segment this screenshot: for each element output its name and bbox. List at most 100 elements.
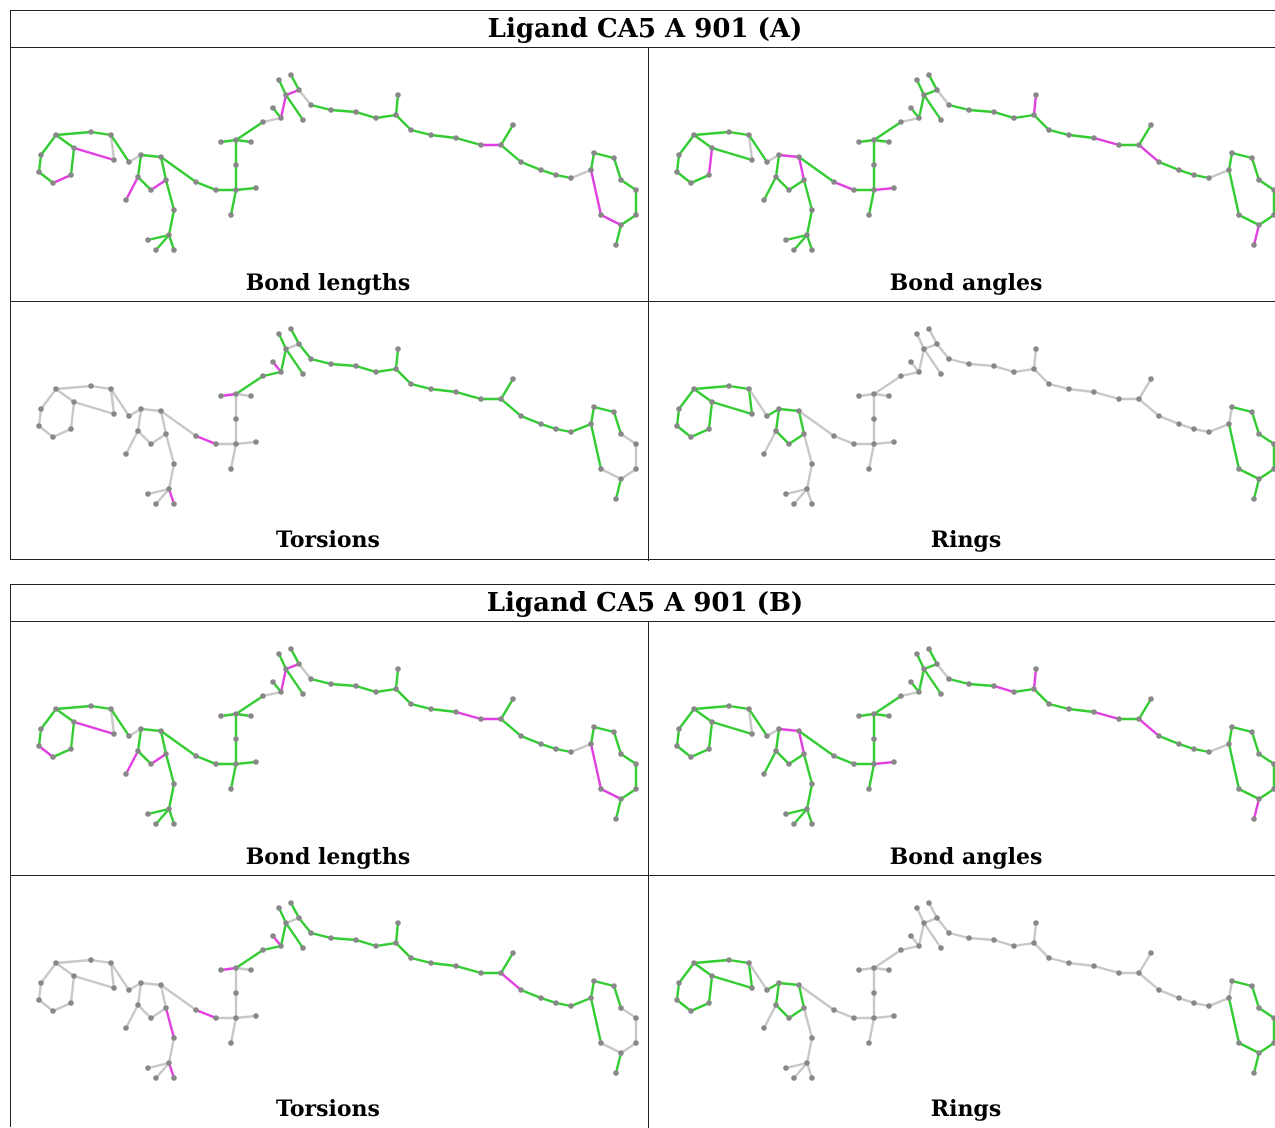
atom (288, 900, 294, 906)
atom (908, 933, 914, 939)
bond (947, 931, 971, 940)
atom (478, 142, 484, 148)
bond (947, 103, 971, 112)
block-title: Ligand CA5 A 901 (A) (11, 11, 1275, 48)
atom (1271, 441, 1275, 447)
bond (935, 916, 951, 935)
atom (1256, 431, 1262, 437)
atom (633, 786, 639, 792)
atom (764, 733, 770, 739)
atom (831, 1007, 837, 1013)
atom (233, 162, 239, 168)
bond (612, 730, 623, 756)
atom (71, 145, 77, 151)
bond (136, 749, 153, 766)
atom (1229, 978, 1235, 984)
atom (764, 987, 770, 993)
atom (898, 119, 904, 125)
bond (592, 725, 616, 734)
atom (921, 920, 927, 926)
atom (478, 716, 484, 722)
bond (519, 160, 543, 172)
bond (805, 1036, 814, 1065)
atom (611, 983, 617, 989)
atom (253, 185, 259, 191)
bond (54, 384, 93, 391)
bond (917, 921, 926, 948)
bond (429, 133, 458, 140)
bond (797, 155, 806, 182)
bond (1137, 951, 1153, 975)
bond (922, 347, 943, 376)
atom (296, 87, 302, 93)
atom (248, 713, 254, 719)
bond (589, 422, 603, 471)
atom (688, 180, 694, 186)
bond (1257, 787, 1275, 801)
bond (454, 710, 483, 721)
atom (709, 399, 715, 405)
bond (37, 407, 43, 428)
atom (914, 77, 920, 83)
atom (296, 915, 302, 921)
atom (1229, 150, 1235, 156)
atom (171, 247, 177, 253)
atom (126, 159, 132, 165)
atom (726, 383, 732, 389)
bond (1250, 410, 1261, 436)
atom (591, 724, 597, 730)
atom (618, 751, 624, 757)
bond (797, 983, 806, 1010)
bond (429, 961, 458, 968)
bond (589, 742, 603, 791)
atom (213, 187, 219, 193)
bond (689, 1001, 711, 1013)
bond (109, 133, 131, 164)
atom (328, 107, 334, 113)
bond (154, 807, 171, 826)
bond (967, 362, 996, 368)
atom (248, 967, 254, 973)
bond (374, 113, 398, 120)
atom (1236, 466, 1242, 472)
atom (1031, 940, 1037, 946)
atom (353, 683, 359, 689)
bond (1252, 477, 1261, 501)
bond (1230, 725, 1254, 734)
atom (866, 466, 872, 472)
atom (278, 689, 284, 695)
panel-bond-lengths: Bond lengths (11, 622, 645, 875)
bond (689, 427, 711, 439)
atom (706, 1000, 712, 1006)
panel-caption: Bond angles (889, 270, 1043, 296)
atom (674, 423, 680, 429)
atom (598, 212, 604, 218)
bond (802, 432, 814, 466)
atom (1271, 1040, 1275, 1046)
atom (510, 376, 516, 382)
atom (283, 346, 289, 352)
atom (1066, 386, 1072, 392)
atom (260, 693, 266, 699)
bond (297, 88, 313, 107)
bond (797, 409, 836, 438)
atom (50, 754, 56, 760)
bond (297, 916, 313, 935)
atom (166, 806, 172, 812)
bond (261, 370, 283, 378)
panel-caption: Bond angles (889, 844, 1043, 870)
atom (138, 406, 144, 412)
molecule-diagram (674, 326, 1275, 507)
atom (428, 706, 434, 712)
bond (89, 130, 113, 137)
panel-divider (648, 48, 649, 561)
atom (598, 466, 604, 472)
atom (1156, 987, 1162, 993)
atom (71, 719, 77, 725)
atom (633, 761, 639, 767)
atom (934, 661, 940, 667)
atom (764, 159, 770, 165)
bond (1227, 996, 1241, 1045)
atom (253, 439, 259, 445)
atom (871, 736, 877, 742)
